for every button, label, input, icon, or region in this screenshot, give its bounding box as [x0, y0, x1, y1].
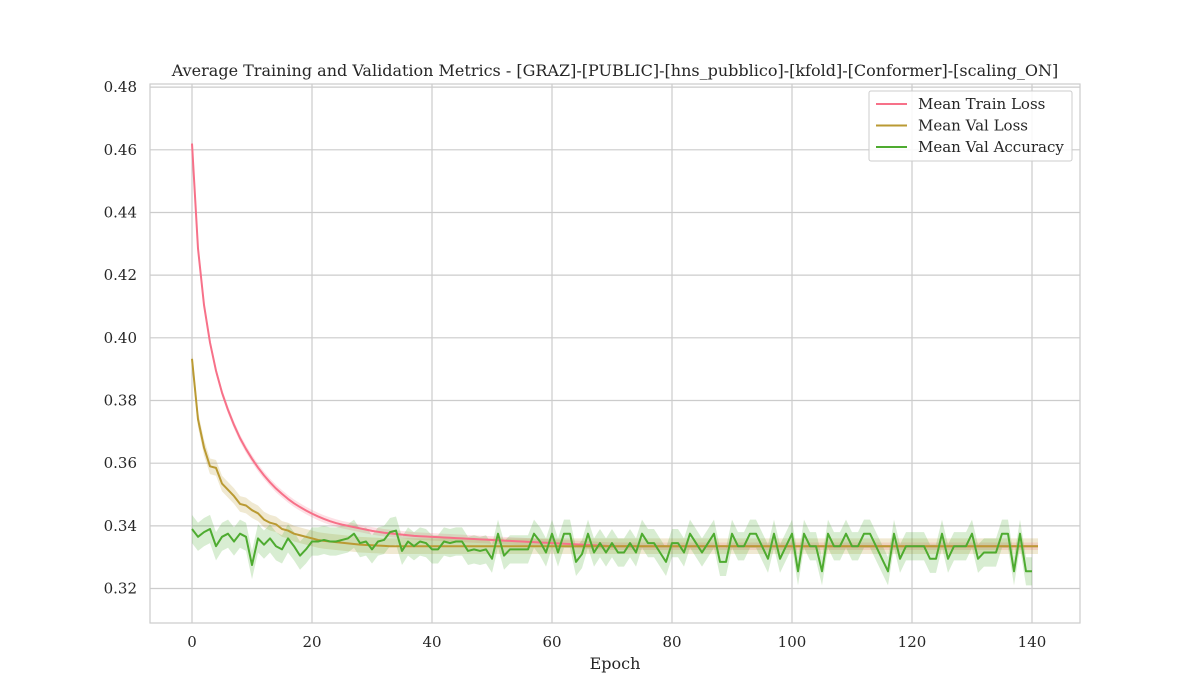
legend-frame — [868, 90, 1073, 162]
grid-layer — [150, 84, 1080, 623]
x-tick-label: 140 — [1018, 633, 1047, 651]
y-tick-label: 0.46 — [104, 141, 137, 159]
series-line — [191, 527, 1032, 573]
x-tick-label: 40 — [422, 633, 441, 651]
series-band — [192, 139, 1038, 550]
y-tick-label: 0.36 — [104, 454, 137, 472]
legend-label: Mean Train Loss — [918, 95, 1045, 113]
y-tick-label: 0.44 — [104, 203, 137, 221]
x-tick-label: 0 — [187, 633, 197, 651]
legend: Mean Train Loss Mean Val Loss Mean Val Acc… — [868, 90, 1073, 162]
y-tick-label: 0.32 — [104, 580, 137, 598]
x-tick-label: 100 — [778, 633, 807, 651]
legend-label: Mean Val Loss — [918, 117, 1028, 135]
x-tick-label: 120 — [898, 633, 927, 651]
y-tick-label: 0.40 — [104, 329, 137, 347]
y-tick-label: 0.38 — [104, 392, 137, 410]
legend-label: Mean Val Accuracy — [918, 138, 1064, 156]
y-tick-label: 0.34 — [104, 517, 137, 535]
series-line — [191, 143, 1038, 548]
y-tick-label: 0.48 — [104, 78, 137, 96]
series-band — [192, 350, 1038, 555]
x-axis-label: Epoch — [590, 654, 641, 673]
plot-frame — [149, 83, 1081, 624]
x-tick-label: 60 — [542, 633, 561, 651]
x-tick-label: 80 — [662, 633, 681, 651]
chart-title: Average Training and Validation Metrics … — [171, 61, 1059, 80]
band-layer — [192, 139, 1038, 586]
x-tick-label: 20 — [302, 633, 321, 651]
tick-layer: 0 20 40 60 80 100 120 140 0.32 0.34 0.36 0.38 0.40 0.… — [104, 78, 1047, 651]
line-layer — [191, 143, 1038, 573]
y-tick-label: 0.42 — [104, 266, 137, 284]
